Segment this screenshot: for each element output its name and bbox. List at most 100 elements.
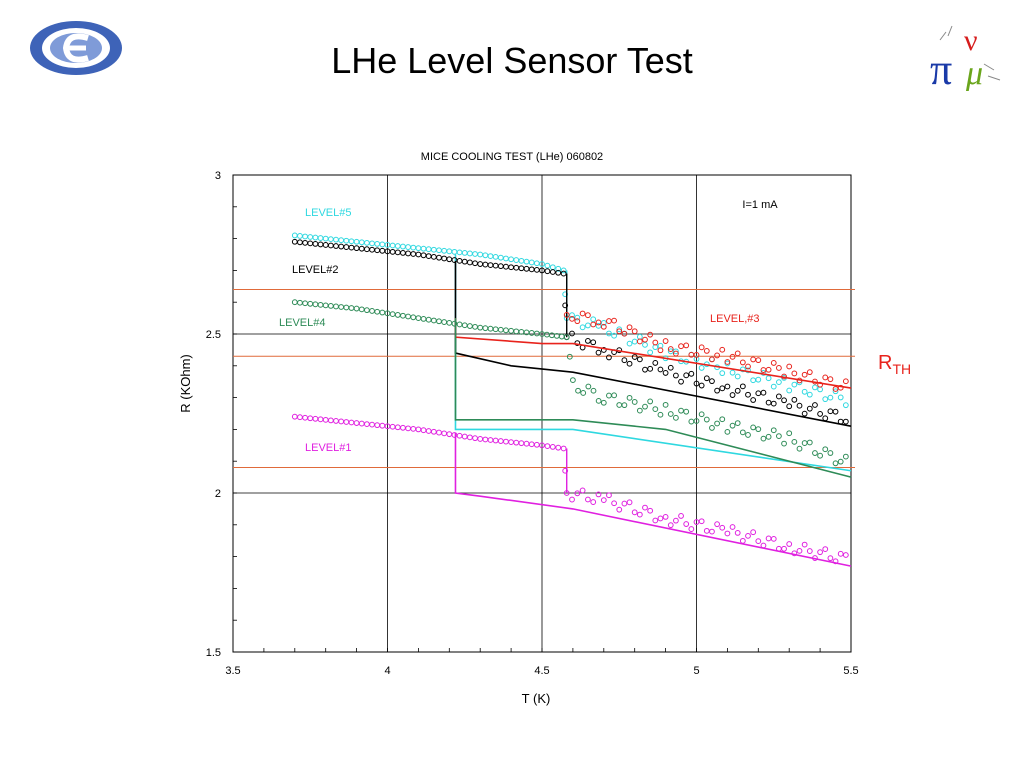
- series-1-point: [631, 354, 638, 360]
- series-1-point: [750, 397, 757, 403]
- series-4-point: [827, 555, 834, 562]
- series-4-point: [719, 524, 726, 531]
- series-2-point: [739, 359, 746, 366]
- series-4-point: [729, 524, 736, 530]
- series-3-point: [652, 406, 659, 413]
- series-3-point: [662, 401, 669, 408]
- series-1-point: [709, 378, 715, 385]
- series-2-point: [626, 324, 633, 331]
- series-2-point: [703, 347, 710, 354]
- series-1-point: [606, 354, 612, 361]
- series-3-point: [806, 439, 813, 446]
- series-3-point: [776, 433, 782, 440]
- x-tick-label: 5: [693, 665, 699, 677]
- series-1-point: [662, 370, 669, 376]
- series-0-point: [832, 388, 839, 395]
- series-3-point: [709, 425, 715, 431]
- series-3-point: [719, 416, 726, 423]
- series-3-point: [683, 408, 690, 415]
- series-4-point: [539, 442, 545, 449]
- series-2-point: [724, 359, 731, 365]
- series-2-point: [636, 338, 643, 345]
- series-4-point: [755, 538, 762, 545]
- series-2-point: [832, 386, 839, 392]
- series-2-point: [745, 363, 751, 370]
- series-1-point: [806, 405, 813, 412]
- chart-title: MICE COOLING TEST (LHe) 060802: [421, 151, 603, 163]
- series-2-point: [574, 318, 581, 325]
- series-1-point: [636, 356, 643, 363]
- series-3-point: [791, 438, 798, 445]
- series-1-point: [544, 268, 551, 275]
- series-1-point: [739, 383, 746, 390]
- series-3-point: [822, 446, 829, 453]
- series-2-point: [662, 338, 669, 344]
- series-1-label: LEVEL#2: [292, 264, 338, 276]
- series-1-point: [693, 380, 700, 387]
- series-4-point: [626, 499, 633, 506]
- series-3-point: [786, 430, 793, 437]
- series-3-point: [600, 399, 607, 406]
- series-4-point: [667, 522, 674, 529]
- series-2-point: [647, 331, 654, 338]
- series-4-point: [806, 548, 813, 554]
- series-0-point: [822, 396, 829, 403]
- series-4-point: [745, 532, 751, 539]
- series-0-point: [544, 262, 551, 269]
- series-0-point: [770, 383, 777, 390]
- series-4-point: [590, 499, 597, 505]
- series-2-point: [786, 363, 793, 370]
- series-3-label: LEVEL#4: [279, 317, 325, 329]
- series-0-point: [606, 330, 612, 337]
- series-2-point: [698, 344, 705, 351]
- series-1-point: [719, 385, 726, 392]
- series-1-point: [703, 375, 710, 382]
- series-1-point: [791, 396, 798, 403]
- series-4-point: [562, 467, 569, 474]
- series-4-point: [595, 491, 602, 498]
- series-1-point: [714, 387, 720, 394]
- series-2-point: [642, 336, 648, 343]
- series-2-point: [595, 319, 602, 326]
- series-0-point: [539, 261, 545, 267]
- series-2-label: LEVEL,#3: [710, 313, 760, 325]
- series-0-point: [729, 369, 736, 376]
- series-3-point: [724, 428, 731, 435]
- series-0-point: [647, 349, 654, 356]
- series-3-point: [729, 422, 736, 429]
- series-0-point: [616, 326, 623, 333]
- series-1-point: [647, 365, 654, 372]
- series-0-point: [626, 340, 633, 347]
- series-3-point: [734, 420, 741, 426]
- series-3-point: [647, 398, 654, 405]
- series-4-point: [642, 504, 648, 511]
- series-2-point: [734, 350, 741, 357]
- series-1-point: [842, 418, 849, 425]
- series-4-point: [678, 513, 684, 519]
- series-1-point: [832, 408, 839, 415]
- series-3-point: [739, 429, 746, 436]
- series-2-point: [770, 360, 777, 366]
- series-3-point: [714, 420, 720, 427]
- series-0-point: [791, 381, 798, 388]
- series-2-point: [611, 317, 617, 324]
- svg-text:μ: μ: [965, 55, 983, 92]
- series-4-point: [652, 517, 659, 524]
- y-tick-label: 3: [215, 170, 221, 182]
- series-3-point: [770, 427, 777, 434]
- series-1-point: [585, 338, 591, 344]
- y-tick-label: 1.5: [206, 647, 221, 659]
- series-2-point: [693, 352, 700, 358]
- logo-emblem: [30, 21, 122, 75]
- series-0-point: [776, 379, 782, 386]
- series-0-point: [595, 322, 602, 329]
- series-2-point: [827, 376, 834, 383]
- series-3-point: [566, 353, 573, 360]
- series-1-point: [698, 382, 705, 389]
- series-1-point: [673, 372, 679, 379]
- series-3-point: [575, 387, 581, 394]
- series-3-point: [817, 452, 823, 459]
- series-4-point: [817, 549, 823, 556]
- series-4-point: [600, 497, 607, 504]
- series-1-point: [796, 402, 803, 409]
